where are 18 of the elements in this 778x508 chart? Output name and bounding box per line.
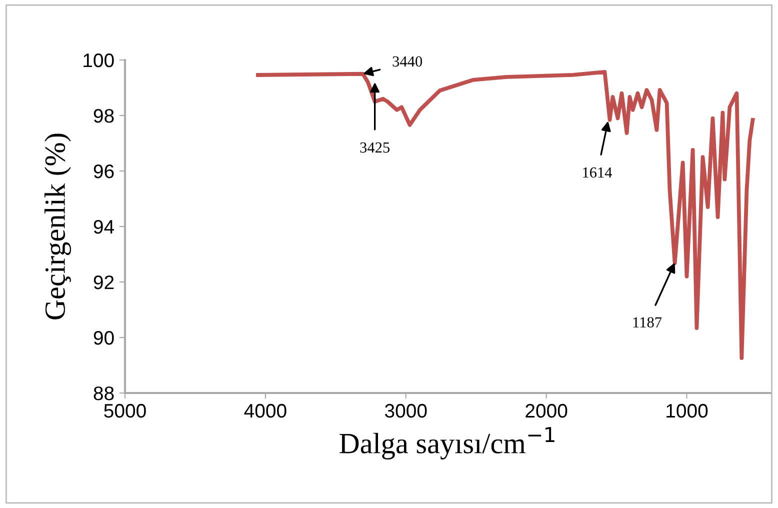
- y-axis-title: Geçirgenlik (%): [44, 134, 72, 320]
- x-tick-label: 3000: [384, 404, 427, 418]
- y-tick-label: 100: [84, 53, 114, 68]
- y-tick-label: 96: [94, 164, 114, 178]
- annotation: 3440: [392, 56, 422, 67]
- y-tick-label: 88: [94, 386, 114, 400]
- annotation: 1614: [583, 167, 612, 178]
- x-tick-label: 4000: [244, 404, 286, 418]
- y-tick-label: 94: [94, 220, 114, 234]
- annotation: 3425: [360, 142, 390, 153]
- x-tick-label: 5000: [104, 404, 146, 418]
- x-tick-label: 1000: [666, 404, 708, 418]
- y-tick-label: 92: [94, 275, 114, 290]
- x-axis-title: Dalga sayısı/cm$^{−1}$: [340, 427, 554, 460]
- y-tick-label: 90: [94, 330, 114, 345]
- annotation: 1187: [633, 317, 662, 328]
- y-tick-label: 98: [94, 108, 114, 123]
- x-tick-label: 2000: [526, 404, 568, 418]
